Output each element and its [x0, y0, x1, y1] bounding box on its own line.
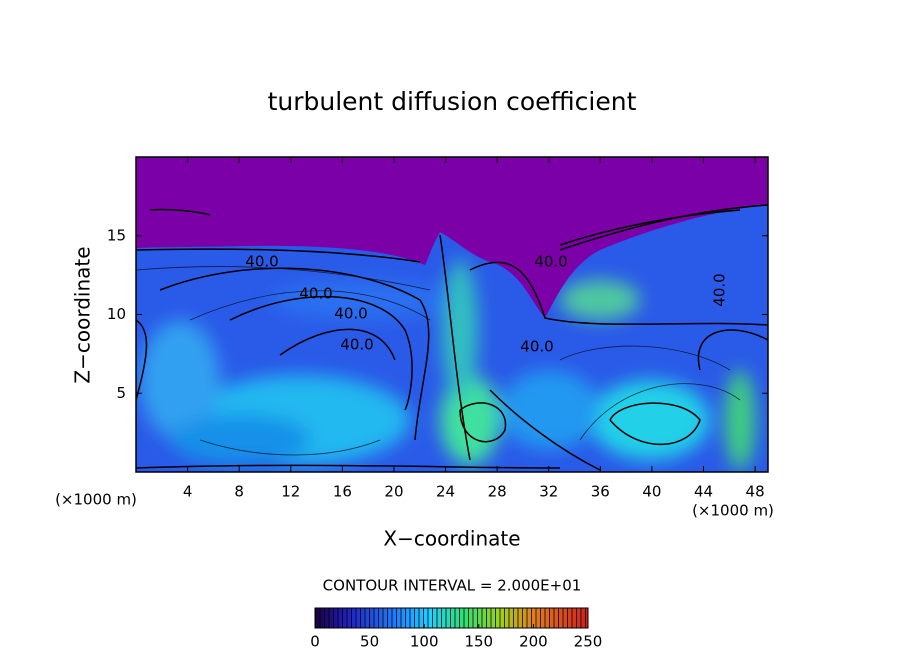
x-tick-label: 12 — [281, 483, 300, 501]
x-tick-label: 48 — [746, 483, 765, 501]
contour-label: 40.0 — [534, 253, 567, 271]
x-tick-label: 36 — [591, 483, 610, 501]
colorbar-tick-label: 100 — [410, 633, 439, 651]
colorbar-lines — [315, 608, 588, 628]
colorbar-tick-label: 50 — [360, 633, 379, 651]
contour-label: 40.0 — [299, 285, 332, 303]
x-tick-label: 8 — [234, 483, 244, 501]
x-tick-label: 20 — [384, 483, 403, 501]
contour-label: 40.0 — [334, 305, 367, 323]
colorbar-frame — [314, 607, 589, 629]
contour-field — [136, 157, 768, 472]
colorbar-tick-label: 0 — [310, 633, 320, 651]
x-axis-label: X−coordinate — [383, 527, 520, 551]
x-tick-label: 24 — [436, 483, 455, 501]
x-unit-label: (×1000 m) — [692, 502, 774, 520]
x-tick-label: 40 — [642, 483, 661, 501]
x-tick-label: 32 — [539, 483, 558, 501]
colorbar-tick-label: 200 — [519, 633, 548, 651]
contour-interval: CONTOUR INTERVAL = 2.000E+01 — [323, 577, 582, 595]
x-tick-label: 16 — [333, 483, 352, 501]
y-tick-label: 15 — [107, 226, 126, 244]
y-tick-label: 5 — [116, 384, 126, 402]
chart-title: turbulent diffusion coefficient — [268, 87, 637, 116]
contour-label: 40.0 — [245, 253, 278, 271]
contour-label: 40.0 — [711, 273, 729, 306]
x-tick-label: 28 — [488, 483, 507, 501]
y-tick-label: 10 — [107, 305, 126, 323]
colorbar-tick-label: 250 — [574, 633, 603, 651]
y-unit-label: (×1000 m) — [55, 491, 137, 509]
colorbar-tick-label: 150 — [464, 633, 493, 651]
y-axis-label: Z−coordinate — [71, 246, 95, 383]
x-tick-label: 4 — [183, 483, 193, 501]
contour-label: 40.0 — [340, 336, 373, 354]
contour-label: 40.0 — [520, 338, 553, 356]
x-tick-label: 44 — [694, 483, 713, 501]
